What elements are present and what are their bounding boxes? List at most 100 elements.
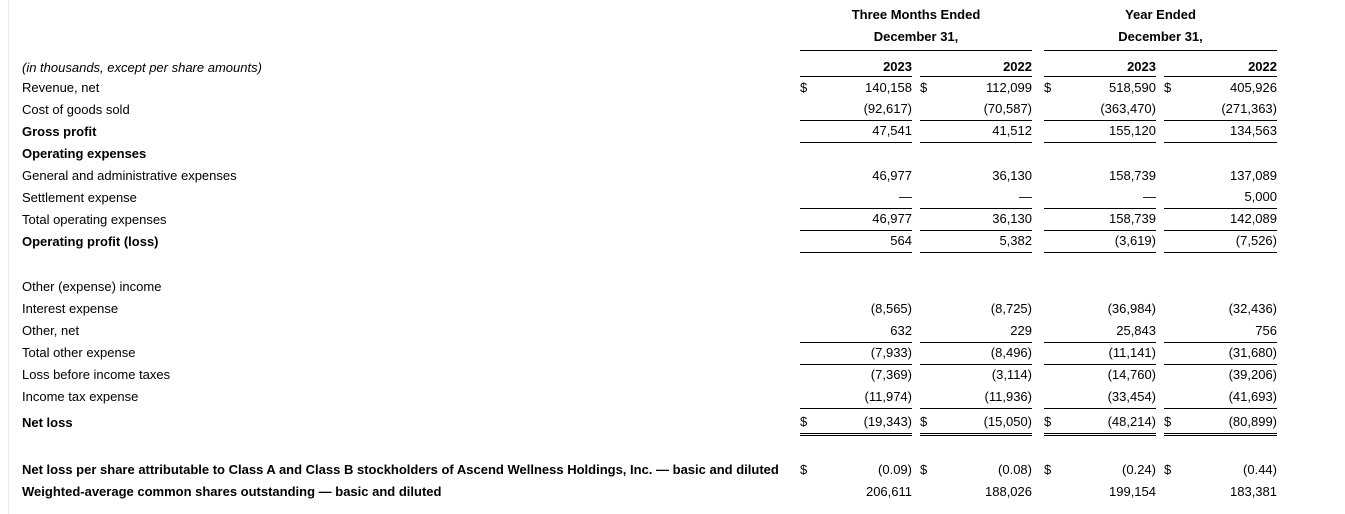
group-subtitle-year-ended: December 31, <box>1044 22 1277 51</box>
dollar-cell: $ <box>920 461 928 477</box>
amount-cell: 137,089 <box>1230 167 1277 183</box>
row-label: General and administrative expenses <box>22 167 237 183</box>
dollar-cell <box>1044 230 1066 253</box>
column-gap <box>1156 298 1164 320</box>
column-gap <box>1032 51 1044 77</box>
dollar-cell <box>920 50 942 77</box>
column-gap <box>1156 481 1164 503</box>
amount-cell: (31,680) <box>1186 342 1277 365</box>
column-gap <box>1032 22 1044 51</box>
amount-cell: (19,343) <box>822 408 912 436</box>
dollar-cell: $ <box>800 461 808 477</box>
column-gap <box>1032 209 1044 231</box>
header-spacer-cell <box>22 6 800 22</box>
dollar-cell <box>1164 298 1186 320</box>
amount-cell: (41,693) <box>1186 386 1277 409</box>
table-row: Cost of goods sold (92,617) (70,587) (363,4… <box>22 98 1277 121</box>
table-row: Income tax expense (11,974) (11,936) (33,45… <box>22 386 1277 409</box>
dollar-cell <box>1044 186 1066 209</box>
amount-cell: (8,725) <box>990 301 1032 316</box>
column-gap <box>912 459 920 481</box>
column-gap <box>1032 320 1044 342</box>
amount-cell: (271,363) <box>1186 98 1277 121</box>
table-row: Loss before income taxes (7,369) (3,114) (1… <box>22 364 1277 386</box>
dollar-cell <box>920 208 942 231</box>
table-row: Net loss per share attributable to Class… <box>22 459 1277 481</box>
amount-cell: (0.09) <box>878 461 912 477</box>
column-gap <box>1032 459 1044 481</box>
column-gap <box>1032 187 1044 209</box>
group-title-year-ended: Year Ended <box>1125 7 1196 22</box>
dollar-cell <box>800 50 822 77</box>
units-note: (in thousands, except per share amounts) <box>22 59 262 75</box>
amount-cell: 206,611 <box>865 483 912 499</box>
dollar-cell <box>920 481 942 503</box>
column-gap <box>1032 231 1044 253</box>
row-label: Total operating expenses <box>22 211 167 227</box>
dollar-cell <box>1164 50 1186 77</box>
amount-cell: 46,977 <box>872 167 912 183</box>
amount-cell: 564 <box>822 230 912 253</box>
column-gap <box>912 481 920 503</box>
column-gap <box>912 276 920 298</box>
dollar-cell <box>1044 481 1066 503</box>
column-gap <box>1156 99 1164 121</box>
spacer-cell <box>22 434 1277 459</box>
amount-cell: — <box>1066 186 1156 209</box>
amount-cell: (39,206) <box>1228 367 1277 382</box>
amount-cell: (36,984) <box>1107 301 1156 316</box>
column-gap <box>1156 51 1164 77</box>
column-gap <box>912 231 920 253</box>
column-gap <box>1032 481 1044 503</box>
amount-cell: (0.08) <box>998 461 1032 477</box>
column-gap <box>912 298 920 320</box>
amount-cell <box>1186 143 1277 165</box>
row-label: Loss before income taxes <box>22 367 171 382</box>
table-row: General and administrative expenses 46,97… <box>22 165 1277 187</box>
row-label: Settlement expense <box>22 189 137 205</box>
table-row: Gross profit 47,541 41,512 155,120 134,563 <box>22 120 1277 143</box>
group-title-three-months: Three Months Ended <box>851 7 981 22</box>
amount-cell: 47,541 <box>822 120 912 143</box>
table-row: Weighted-average common shares outstandi… <box>22 481 1277 503</box>
dollar-cell <box>800 120 822 143</box>
dollar-cell <box>1044 320 1066 343</box>
table-row: Operating profit (loss) 564 5,382 (3,619) (7… <box>22 230 1277 253</box>
amount-cell: 36,130 <box>992 167 1032 183</box>
dollar-cell: $ <box>1044 79 1052 95</box>
dollar-cell <box>920 386 942 409</box>
amount-cell: 46,977 <box>822 208 912 231</box>
amount-cell: (3,619) <box>1066 230 1156 253</box>
column-gap <box>912 209 920 231</box>
amount-cell: (8,496) <box>942 342 1032 365</box>
dollar-cell <box>1044 386 1066 409</box>
dollar-cell: $ <box>920 408 942 436</box>
column-gap <box>1032 6 1044 22</box>
dollar-cell: $ <box>920 79 928 95</box>
table-row: Interest expense (8,565) (8,725) (36,984) (3… <box>22 298 1277 320</box>
amount-cell: 25,843 <box>1066 320 1156 343</box>
column-gap <box>1156 165 1164 187</box>
dollar-cell <box>920 165 942 187</box>
amount-cell: (80,899) <box>1186 408 1277 436</box>
amount-cell: (11,141) <box>1066 342 1156 365</box>
spacer-cell <box>22 253 1277 277</box>
column-gap <box>1032 298 1044 320</box>
amount-cell: (92,617) <box>822 98 912 121</box>
dollar-cell: $ <box>1044 408 1066 436</box>
year-header: 2022 <box>1186 50 1277 77</box>
column-gap <box>1156 364 1164 386</box>
amount-cell <box>822 276 912 298</box>
dollar-cell <box>1044 120 1066 143</box>
table-row: Other (expense) income <box>22 276 1277 298</box>
column-gap <box>1032 342 1044 364</box>
dollar-cell <box>1164 98 1186 121</box>
row-label: Weighted-average common shares outstandi… <box>22 483 442 499</box>
dollar-cell <box>800 481 822 503</box>
spacer-row <box>22 434 1277 459</box>
amount-cell: 756 <box>1186 320 1277 343</box>
dollar-cell <box>800 165 822 187</box>
column-gap <box>1032 121 1044 143</box>
dollar-cell <box>1164 320 1186 343</box>
dollar-cell <box>920 342 942 365</box>
